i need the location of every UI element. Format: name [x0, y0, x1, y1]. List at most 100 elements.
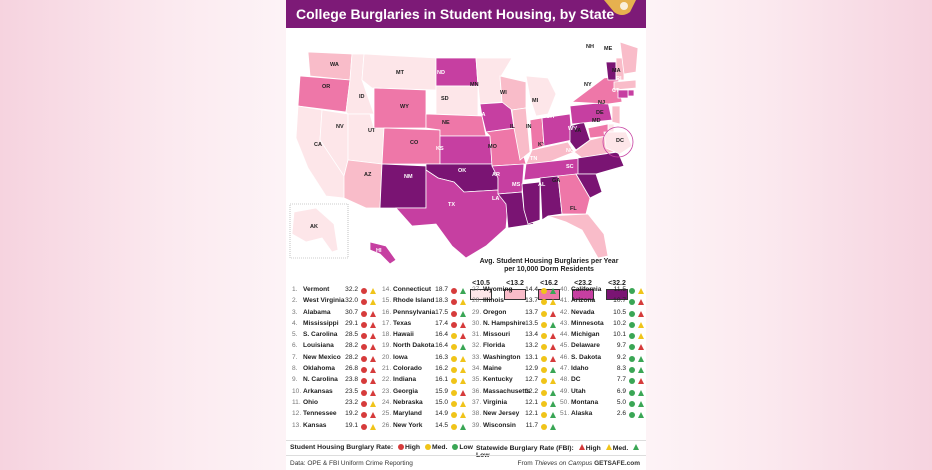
rank-number: 6.: [292, 342, 298, 350]
fbi-rate-triangle-icon: [460, 333, 466, 340]
rank-number: 47.: [560, 365, 570, 373]
state-name: Michigan: [571, 331, 600, 339]
burglary-rate: 13.7: [525, 297, 538, 305]
state-ri: [627, 89, 635, 97]
fbi-rate-triangle-icon: [550, 310, 556, 317]
brand-name: GETSAFE.com: [594, 460, 640, 467]
table-row: 39. Wisconsin 11.7: [472, 422, 560, 433]
rank-number: 15.: [382, 297, 392, 305]
legend-item: <16.2: [534, 280, 564, 300]
state-name: West Virginia: [303, 297, 345, 305]
state-label-me: ME: [604, 46, 613, 52]
burglary-rate: 7.7: [616, 376, 626, 384]
table-row: 22. Indiana 16.1: [382, 376, 470, 387]
med-triangle-icon: [605, 444, 612, 450]
legend-title: Avg. Student Housing Burglaries per Year…: [479, 258, 619, 273]
state-al: [539, 175, 563, 221]
fbi-rate-triangle-icon: [550, 333, 556, 340]
state-name: N. Carolina: [303, 376, 338, 384]
state-label-in: IN: [526, 124, 532, 130]
state-ky: [525, 141, 575, 165]
student-rate-dot-icon: [629, 378, 635, 385]
state-label-ri: RI: [616, 76, 622, 82]
state-label-wi: WI: [500, 90, 507, 96]
state-ma: [613, 79, 637, 91]
fbi-rate-triangle-icon: [370, 355, 376, 362]
table-row: 34. Maine 12.9: [472, 365, 560, 376]
burglary-rate: 28.2: [345, 353, 358, 361]
rank-number: 5.: [292, 331, 298, 339]
table-row: 37. Virginia 12.1: [472, 399, 560, 410]
student-rate-dot-icon: [451, 355, 457, 362]
state-mi: [525, 75, 557, 117]
rank-number: 42.: [560, 308, 570, 316]
state-label-nd: ND: [437, 70, 445, 76]
rank-number: 2.: [292, 297, 298, 305]
table-row: 41. Arizona 10.7: [560, 297, 646, 308]
state-name: Virginia: [483, 398, 508, 406]
burglary-rate: 5.0: [616, 398, 626, 406]
fbi-rate-triangle-icon: [370, 389, 376, 396]
burglary-rate: 8.3: [616, 365, 626, 373]
student-rate-dot-icon: [361, 333, 367, 340]
table-row: 16. Pennsylvania 17.5: [382, 309, 470, 320]
state-name: Pennsylvania: [393, 308, 436, 316]
fbi-rate-triangle-icon: [460, 423, 466, 430]
state-name: Louisiana: [303, 342, 334, 350]
student-rate-dot-icon: [361, 367, 367, 374]
legend-item: <23.2: [568, 280, 598, 300]
student-rate-key-label: Student Housing Burglary Rate:: [290, 444, 394, 451]
state-label-ms: MS: [512, 182, 521, 188]
student-rate-dot-icon: [361, 344, 367, 351]
rank-number: 21.: [382, 365, 392, 373]
state-name: Delaware: [571, 342, 600, 350]
student-rate-dot-icon: [541, 310, 547, 317]
table-row: 31. Missouri 13.4: [472, 331, 560, 342]
burglary-rate: 13.2: [525, 342, 538, 350]
table-row: 43. Minnesota 10.2: [560, 320, 646, 331]
state-co: [381, 127, 441, 165]
state-label-nm: NM: [404, 174, 413, 180]
state-name: Kentucky: [483, 376, 513, 384]
legend-item: <10.5: [466, 280, 496, 300]
dc-inset-circle: [602, 126, 634, 158]
rank-number: 22.: [382, 376, 392, 384]
fbi-rate-triangle-icon: [550, 321, 556, 328]
burglary-rate: 16.1: [435, 376, 448, 384]
key-low-label: Low: [459, 444, 473, 451]
legend-item-label: <23.2: [574, 280, 592, 287]
rate-key: Student Housing Burglary Rate: High Med.…: [286, 440, 646, 459]
fbi-rate-triangle-icon: [460, 288, 466, 294]
student-rate-dot-icon: [629, 367, 635, 374]
fbi-rate-triangle-icon: [460, 321, 466, 328]
student-rate-dot-icon: [541, 389, 547, 396]
burglary-rate: 12.2: [525, 387, 538, 395]
state-name: Hawaii: [393, 331, 414, 339]
state-label-ma: MA: [612, 68, 621, 74]
table-row: 27. Wyoming 14.4: [472, 286, 560, 297]
state-label-la: LA: [492, 196, 499, 202]
table-row: 20. Iowa 16.3: [382, 354, 470, 365]
burglary-rate: 11.5: [613, 286, 626, 293]
state-ms: [521, 181, 541, 225]
rank-number: 19.: [382, 342, 392, 350]
student-rate-dot-icon: [541, 367, 547, 374]
high-dot-icon: [397, 444, 404, 450]
state-label-va: VA: [574, 128, 581, 134]
state-fl: [547, 213, 609, 259]
fbi-rate-triangle-icon: [638, 299, 644, 306]
legend-swatch: [538, 289, 560, 300]
legend-swatch: [572, 289, 594, 300]
table-row: 9. N. Carolina 23.8: [292, 376, 380, 387]
table-row: 42. Nevada 10.5: [560, 309, 646, 320]
burglary-rate: 13.4: [525, 331, 538, 339]
state-nm: [379, 163, 427, 209]
table-row: 8. Oklahoma 26.8: [292, 365, 380, 376]
rankings-column: 40. California 11.5 41. Arizona 10.7 42. Nevada…: [560, 286, 646, 422]
state-label-tn: TN: [530, 156, 537, 162]
legend-swatch: [606, 289, 628, 300]
state-ga: [557, 173, 591, 215]
rank-number: 20.: [382, 353, 392, 361]
state-label-vt: VT: [566, 58, 574, 64]
state-nc: [577, 151, 625, 175]
